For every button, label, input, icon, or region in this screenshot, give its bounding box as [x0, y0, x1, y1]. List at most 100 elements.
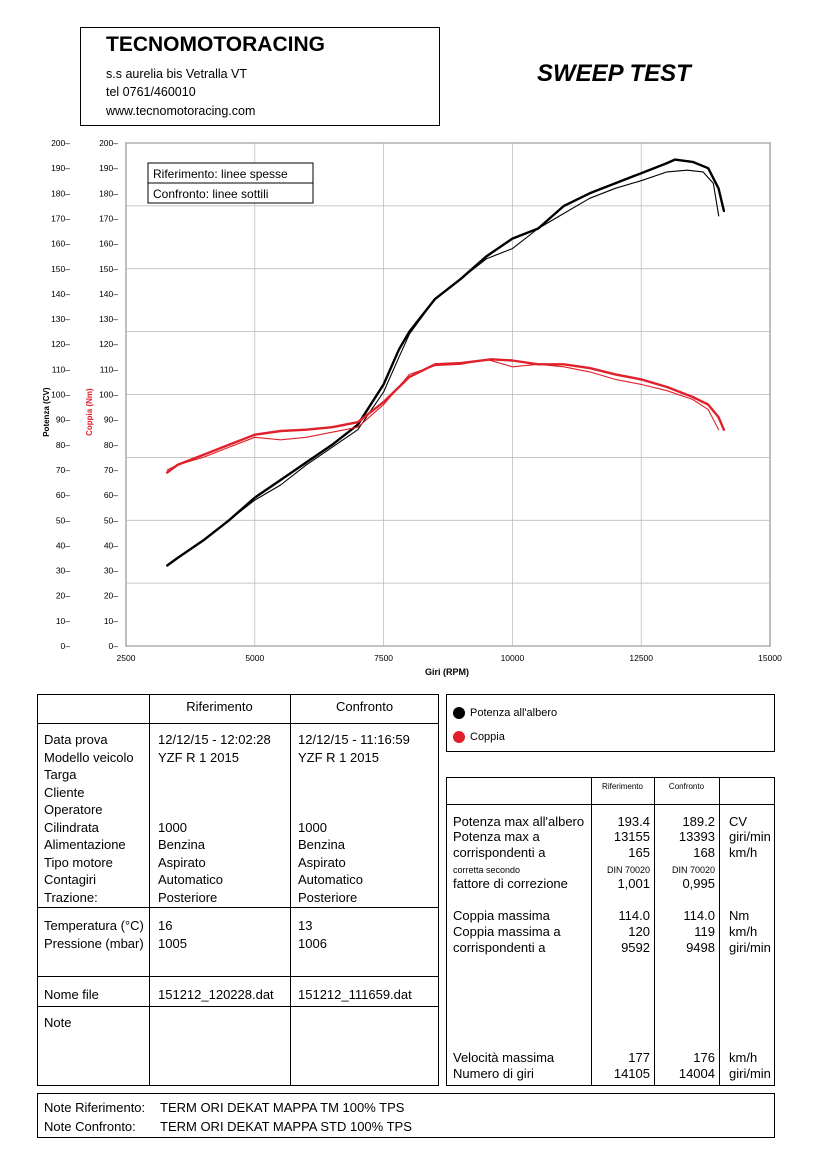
file-label: Nome file [44, 987, 99, 1002]
y-tick-label-left: 200– [51, 138, 70, 148]
note-label: Note [44, 1015, 72, 1030]
file-ref: 151212_120228.dat [158, 987, 274, 1002]
legend-riferimento: Riferimento: linee spesse [153, 167, 288, 181]
vehicle-ref-cell: Benzina [158, 837, 205, 852]
vehicle-labels-cell: Alimentazione [44, 837, 126, 852]
env-ref-cell: 16 [158, 918, 173, 933]
result-ref-cell: 9592 [621, 940, 650, 955]
result-ref-cell: 120 [628, 924, 650, 939]
y-tick-label-left: 30– [56, 566, 70, 576]
legend-confronto: Confronto: linee sottili [153, 187, 268, 201]
result-ref-cell: 114.0 [618, 908, 650, 923]
x-tick-label: 10000 [501, 653, 525, 663]
result-label-cell: Potenza max a [453, 829, 540, 844]
coppia-legend-dot [453, 731, 465, 743]
y-tick-label-left: 50– [56, 515, 70, 525]
y-tick-label-right: 160– [99, 239, 118, 249]
y-tick-label-right: 40– [104, 540, 118, 550]
y-tick-label-left: 70– [56, 465, 70, 475]
env-labels-cell: Pressione (mbar) [44, 936, 144, 951]
y-tick-label-left: 90– [56, 415, 70, 425]
y-tick-label-right: 30– [104, 566, 118, 576]
result-unit-cell: km/h [729, 1050, 758, 1065]
vehicle-ref-cell: 12/12/15 - 12:02:28 [158, 732, 271, 747]
result-cmp-cell: 119 [694, 924, 715, 939]
result-label-cell: Coppia massima [453, 908, 550, 923]
y-tick-label-left: 150– [51, 264, 70, 274]
result-ref-cell: 13155 [613, 829, 650, 844]
result-cmp-cell: 176 [693, 1050, 715, 1065]
vehicle-labels-cell: Targa [44, 767, 77, 782]
note-cmp-text: TERM ORI DEKAT MAPPA STD 100% TPS [160, 1119, 412, 1134]
result-ref-cell: 193.4 [617, 814, 650, 829]
series-legend [446, 694, 775, 752]
env-ref-cell: 1005 [158, 936, 187, 951]
note-cmp-label: Note Confronto: [44, 1119, 136, 1134]
vehicle-cmp-cell: 1000 [298, 819, 327, 835]
y-tick-label-right: 150– [99, 264, 118, 274]
coppia-legend-label: Coppia [470, 731, 505, 743]
y-tick-label-right: 80– [104, 440, 118, 450]
result-unit-cell: Nm [729, 908, 750, 923]
y-tick-label-left: 190– [51, 163, 70, 173]
y-tick-label-right: 200– [99, 138, 118, 148]
x-axis-label: Giri (RPM) [425, 667, 469, 677]
vehicle-ref-cell: YZF R 1 2015 [158, 749, 239, 765]
x-tick-label: 15000 [758, 653, 782, 663]
dyno-chart: 2500 5000 7500 10000 12500 15000 0– 0– 10– 10– 20–… [42, 138, 782, 677]
info-col-ref: Riferimento [186, 699, 253, 714]
y-tick-label-right: 10– [104, 616, 118, 626]
y-tick-label-left: 0– [61, 641, 71, 651]
result-label-cell: Potenza max all'albero [453, 814, 585, 829]
x-tick-label: 5000 [245, 653, 264, 663]
env-cmp-cell: 13 [298, 918, 313, 933]
x-tick-label: 12500 [629, 653, 653, 663]
result-cmp-cell: 114.0 [683, 908, 715, 923]
y-tick-label-right: 20– [104, 591, 118, 601]
coppia-line-riferimento [165, 358, 726, 474]
vehicle-labels-cell: Data prova [44, 732, 108, 747]
coppia-line-confronto [166, 358, 720, 471]
results-col-ref: Riferimento [602, 782, 643, 791]
file-cmp: 151212_111659.dat [298, 987, 412, 1002]
chart-ticks: 2500 5000 7500 10000 12500 15000 0– 0– 10– 10– 20–… [51, 138, 782, 663]
vehicle-labels-cell: Modello veicolo [44, 749, 134, 765]
x-tick-label: 7500 [374, 653, 393, 663]
y-tick-label-left: 60– [56, 490, 70, 500]
vehicle-cmp-cell: Aspirato [298, 854, 346, 870]
result-ref-cell: 1,001 [617, 876, 650, 891]
result-label-cell: Coppia massima a [453, 924, 561, 939]
y-tick-label-left: 130– [51, 314, 70, 324]
y-tick-label-right: 50– [104, 515, 118, 525]
test-title: SWEEP TEST [537, 60, 691, 87]
env-labels-cell: Temperatura (°C) [44, 918, 144, 933]
y-tick-label-left: 100– [51, 390, 70, 400]
vehicle-labels-cell: Cliente [44, 784, 85, 800]
vehicle-ref-cell: Automatico [158, 872, 224, 887]
note-ref-label: Note Riferimento: [44, 1100, 146, 1115]
result-label-cell: corrispondenti a [453, 845, 546, 860]
company-address: s.s aurelia bis Vetralla VT [106, 67, 248, 81]
potenza-line-confronto [166, 169, 720, 567]
y-tick-label-right: 70– [104, 465, 118, 475]
vehicle-cmp-cell: 12/12/15 - 11:16:59 [298, 732, 410, 747]
result-unit-cell: giri/min [729, 940, 771, 955]
y-tick-label-right: 130– [99, 314, 118, 324]
result-cmp-cell: 13393 [678, 829, 715, 844]
note-ref-text: TERM ORI DEKAT MAPPA TM 100% TPS [160, 1100, 405, 1115]
y-tick-label-left: 140– [51, 289, 70, 299]
y-tick-label-right: 60– [104, 490, 118, 500]
result-unit-cell: km/h [729, 924, 758, 939]
result-ref-cell: 165 [628, 845, 650, 860]
vehicle-ref-cell: Posteriore [158, 889, 218, 905]
y-tick-label-right: 190– [99, 163, 118, 173]
vehicle-cmp-cell: Posteriore [298, 889, 358, 905]
result-ref-cell: DIN 70020 [606, 865, 650, 875]
y-tick-label-right: 120– [99, 339, 118, 349]
result-cmp-cell: 9498 [686, 940, 715, 955]
vehicle-ref-cell: Aspirato [158, 854, 206, 870]
info-col-cmp: Confronto [335, 699, 394, 714]
vehicle-labels-cell: Tipo motore [44, 854, 113, 870]
y-tick-label-right: 0– [109, 641, 119, 651]
result-cmp-cell: 0,995 [682, 876, 715, 891]
